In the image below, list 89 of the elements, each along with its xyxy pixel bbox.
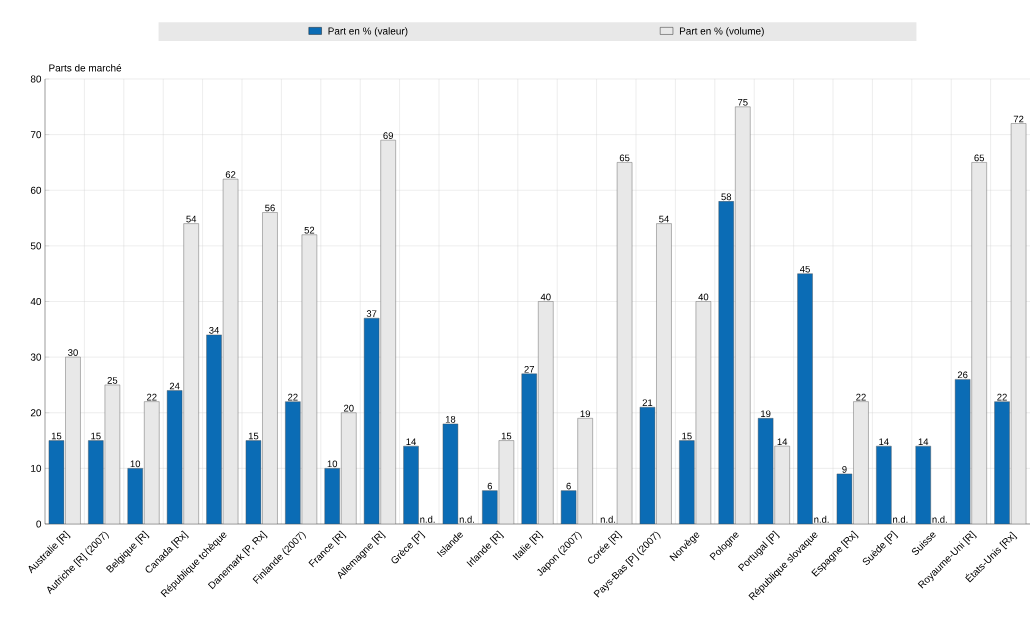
y-tick-label: 50 (30, 242, 42, 250)
data-label: 45 (799, 265, 810, 273)
bar (380, 139, 396, 524)
data-label: 20 (343, 404, 354, 412)
data-label: 10 (327, 460, 338, 468)
bar (324, 468, 340, 524)
bar (718, 201, 734, 524)
data-label: 62 (225, 171, 236, 178)
data-label: 30 (68, 349, 78, 356)
data-label: 37 (366, 310, 377, 317)
legend-label: Part en % (valeur) (328, 27, 408, 37)
data-label: 34 (209, 326, 220, 334)
data-label: 22 (856, 393, 866, 401)
bar (521, 373, 537, 524)
text: n.d. (814, 515, 829, 523)
data-label: 22 (997, 393, 1007, 401)
bar (144, 401, 160, 524)
data-label: 58 (721, 193, 732, 201)
y-tick-label: 70 (30, 131, 42, 139)
y-tick-label: 40 (30, 297, 42, 306)
data-label: 15 (248, 432, 259, 440)
data-label: 24 (169, 382, 180, 390)
bar (403, 445, 419, 524)
bar (538, 301, 554, 524)
data-label: 54 (659, 215, 669, 223)
data-label: 19 (761, 410, 771, 418)
bar (915, 445, 931, 524)
data-label: 19 (580, 410, 590, 418)
y-axis-title: Parts de marché (49, 64, 122, 72)
y-tick-label: 20 (30, 409, 42, 417)
bar (876, 445, 892, 524)
data-label: 65 (619, 154, 630, 162)
bar (285, 401, 301, 524)
data-label: 65 (974, 154, 985, 162)
data-label: 10 (130, 460, 141, 468)
data-label: 15 (51, 432, 62, 440)
data-label: 14 (777, 438, 788, 445)
data-label: 69 (383, 132, 393, 139)
bar (127, 468, 143, 524)
data-label: 14 (918, 438, 929, 445)
y-tick-label: 80 (30, 75, 42, 83)
y-tick-label: 10 (31, 464, 42, 472)
bar (735, 106, 751, 524)
data-label: 18 (445, 415, 456, 423)
text: n.d. (932, 515, 947, 523)
y-tick-label: 60 (30, 186, 42, 194)
bar (656, 223, 672, 524)
bar (206, 334, 222, 524)
legend-label: Part en % (volume) (679, 27, 764, 37)
bar (971, 162, 987, 524)
data-label: 15 (501, 432, 512, 440)
text: n.d. (600, 515, 616, 523)
data-label: 9 (842, 466, 847, 473)
data-label: 15 (682, 432, 692, 440)
bar (577, 418, 593, 524)
data-label: 40 (540, 293, 551, 301)
text: n.d. (893, 515, 908, 523)
data-label: 56 (265, 204, 275, 212)
bar (262, 212, 278, 524)
data-label: 14 (879, 438, 889, 445)
data-label: 40 (698, 293, 709, 301)
bar (65, 356, 81, 524)
data-label: 6 (487, 482, 493, 490)
data-label: 52 (304, 226, 315, 234)
data-label: 22 (288, 393, 298, 401)
data-label: 22 (146, 393, 157, 401)
data-label: 27 (524, 366, 535, 373)
data-label: 21 (642, 399, 653, 406)
data-label: 6 (566, 482, 571, 490)
bar (88, 440, 104, 524)
text: n.d. (459, 515, 475, 523)
data-label: 72 (1013, 115, 1024, 123)
data-label: 54 (186, 215, 197, 223)
bar (183, 223, 199, 524)
text: n.d. (420, 515, 435, 523)
y-tick-label: 30 (30, 353, 42, 361)
data-label: 75 (738, 99, 748, 106)
data-label: 25 (107, 377, 118, 384)
bar (482, 490, 498, 524)
bar (679, 440, 695, 524)
bar (341, 412, 357, 524)
bar (797, 273, 813, 524)
data-label: 14 (406, 438, 417, 445)
bar (853, 401, 869, 524)
bar (774, 445, 790, 524)
y-tick-label: 0 (36, 520, 42, 528)
bar (994, 401, 1010, 524)
data-label: 15 (91, 432, 101, 440)
data-label: 26 (957, 371, 968, 379)
